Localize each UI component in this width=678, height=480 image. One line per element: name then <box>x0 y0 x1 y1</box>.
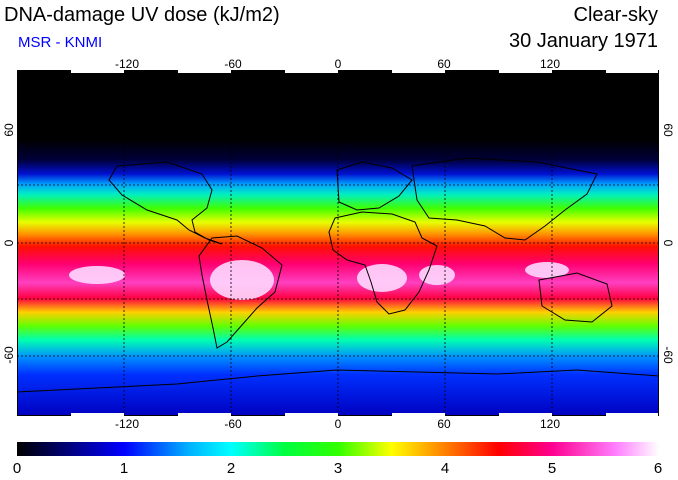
bottom-lon-tick: 0 <box>334 417 342 431</box>
colorbar-label: 2 <box>226 460 236 477</box>
right-lat-tick: 60 <box>661 123 675 137</box>
top-lon-tick: -120 <box>114 57 140 71</box>
colorbar <box>17 442 659 456</box>
graticule <box>17 70 659 416</box>
top-lon-tick: 0 <box>334 57 342 71</box>
left-lat-tick: 0 <box>2 239 16 247</box>
map-title: DNA-damage UV dose (kJ/m2) <box>4 4 280 26</box>
top-lon-tick: 120 <box>539 57 561 71</box>
sky-condition: Clear-sky <box>573 4 658 26</box>
left-lat-tick: -60 <box>2 346 16 364</box>
colorbar-label: 5 <box>547 460 557 477</box>
right-lat-tick: 0 <box>661 239 675 247</box>
source-label: MSR - KNMI <box>18 34 103 51</box>
colorbar-svg <box>17 442 659 456</box>
uv-dose-map <box>17 70 659 416</box>
bottom-lon-tick: -120 <box>114 417 140 431</box>
coast-africa <box>328 211 438 315</box>
coast-australia <box>538 272 613 323</box>
coast-europe <box>336 161 413 211</box>
map-frame <box>17 70 659 416</box>
map-svg <box>17 70 659 416</box>
coast-south-america <box>198 235 283 349</box>
colorbar-label: 4 <box>440 460 450 477</box>
left-lat-tick: 60 <box>2 123 16 137</box>
colorbar-ramp <box>17 442 659 456</box>
map-date: 30 January 1971 <box>508 30 658 52</box>
bottom-lon-tick: 120 <box>539 417 561 431</box>
top-lon-tick: 60 <box>437 57 451 71</box>
colorbar-label: 1 <box>119 460 129 477</box>
colorbar-label: 6 <box>653 460 663 477</box>
bottom-lon-tick: -60 <box>224 417 242 431</box>
colorbar-label: 3 <box>333 460 343 477</box>
bottom-lon-tick: 60 <box>437 417 451 431</box>
high-dose-patches <box>69 260 569 300</box>
colorbar-label: 0 <box>12 460 22 477</box>
right-lat-tick: -60 <box>661 346 675 364</box>
coast-north-america <box>108 161 223 245</box>
top-lon-tick: -60 <box>224 57 242 71</box>
coast-asia <box>411 157 598 241</box>
